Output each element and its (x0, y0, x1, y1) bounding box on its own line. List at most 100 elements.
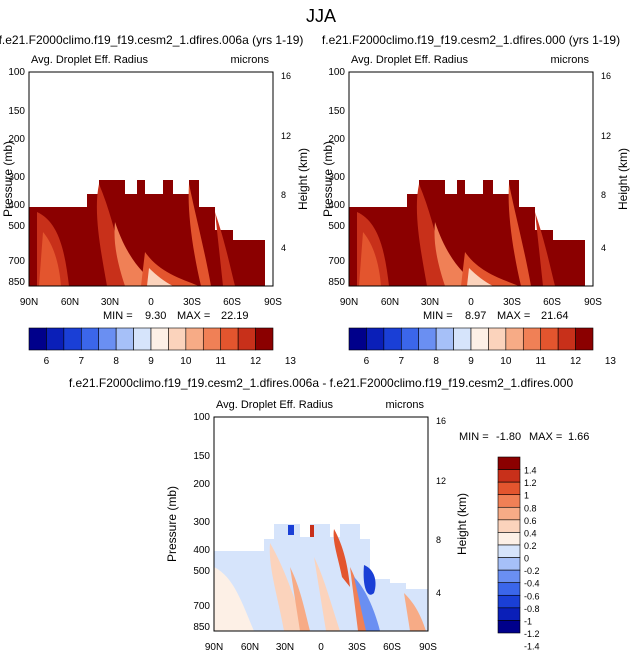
colorbar-swatch (497, 620, 521, 634)
x-tick-label: 90N (205, 642, 223, 653)
y-axis-label: Pressure (mb) (321, 141, 335, 217)
colorbar-swatch (28, 327, 47, 351)
x-tick-label: 30S (503, 297, 521, 308)
panel-units-label: microns (385, 399, 424, 411)
colorbar-label: 0.8 (524, 503, 537, 513)
colorbar-swatch (557, 327, 576, 351)
colorbar-swatch (220, 327, 239, 351)
y-tick-label: 850 (328, 277, 345, 288)
y-ticks: 100 150 200 300 400 500 700 850 (8, 67, 25, 288)
x-tick-label: 60S (543, 297, 561, 308)
plot-frame (28, 71, 274, 287)
colorbar-label: 0.6 (524, 516, 537, 526)
x-ticks: 90N 60N 30N 0 30S 60S 90S (20, 297, 282, 308)
colorbar-swatch (63, 327, 82, 351)
height-tick-label: 12 (601, 131, 611, 141)
field-warm-1 (214, 567, 254, 631)
colorbar-label: 8 (113, 356, 119, 367)
y-ticks-right: 16 12 8 4 (436, 416, 446, 598)
colorbar-label: 11 (536, 356, 547, 367)
colorbar-swatch (400, 327, 420, 351)
field-orange-8 (215, 212, 235, 286)
colorbar-label: 9 (148, 356, 154, 367)
x-tick-label: 60S (383, 642, 401, 653)
colorbar-swatch (255, 327, 274, 351)
max-value: 22.19 (221, 310, 249, 322)
colorbar-swatch (453, 327, 472, 351)
colorbar-swatch (115, 327, 134, 351)
x-tick-label: 90N (340, 297, 358, 308)
y-tick-label: 150 (8, 106, 25, 117)
colorbar: 6 7 8 9 10 11 12 13 (28, 327, 297, 367)
y-tick-label: 400 (328, 200, 345, 211)
x-tick-label: 30S (348, 642, 366, 653)
contour-field (29, 180, 265, 286)
colorbar-label: 13 (605, 356, 617, 367)
height-tick-label: 12 (436, 476, 446, 486)
colorbar-swatch (497, 456, 521, 470)
field-warm-3 (290, 567, 310, 631)
height-tick-label: 4 (281, 243, 286, 253)
x-tick-label: 90N (20, 297, 38, 308)
panel-top-right: f.e21.F2000climo.f19_f19.cesm2_1.dfires.… (321, 33, 630, 367)
y-tick-label: 850 (8, 277, 25, 288)
y-tick-label: 500 (8, 221, 25, 232)
y-tick-label: 500 (328, 221, 345, 232)
plot-frame (348, 71, 594, 287)
colorbar-swatch (348, 327, 367, 351)
colorbar-swatch (497, 532, 521, 546)
colorbar-swatch (575, 327, 594, 351)
max-value: 21.64 (541, 310, 569, 322)
panel-variable-label: Avg. Droplet Eff. Radius (351, 54, 468, 66)
y-tick-label: 100 (193, 412, 210, 423)
contour-field (214, 524, 428, 631)
min-label: MIN = (423, 310, 453, 322)
colorbar-swatch (80, 327, 100, 351)
colorbar-label: 0.2 (524, 541, 537, 551)
colorbar-label: -1 (524, 616, 532, 626)
y-axis-label-right: Height (km) (455, 493, 469, 555)
max-label: MAX = (177, 310, 210, 322)
colorbar-swatch (168, 327, 187, 351)
x-ticks: 90N 60N 30N 0 30S 60S 90S (340, 297, 602, 308)
y-ticks: 100 150 200 300 400 500 700 850 (193, 412, 210, 633)
colorbar-label: 1 (524, 491, 529, 501)
min-max-stats: MIN = 8.97 MAX = 21.64 (423, 310, 569, 322)
min-label: MIN = (459, 431, 489, 443)
y-tick-label: 200 (8, 134, 25, 145)
colorbar-swatch (470, 327, 489, 351)
colorbar-label: -0.2 (524, 566, 540, 576)
colorbar-label: 7 (79, 356, 85, 367)
y-tick-label: 700 (193, 601, 210, 612)
field-warm-7 (404, 593, 426, 631)
colorbar-label: -0.6 (524, 591, 540, 601)
colorbar-label: 6 (44, 356, 50, 367)
height-tick-label: 8 (281, 190, 286, 200)
colorbar-swatch (497, 557, 521, 571)
field-cool-1 (363, 565, 376, 595)
height-tick-label: 8 (601, 190, 606, 200)
y-tick-label: 500 (193, 566, 210, 577)
colorbar-swatch (366, 327, 385, 351)
colorbar-swatch (497, 607, 521, 621)
colorbar-label: -1.4 (524, 642, 540, 652)
y-tick-label: 200 (193, 479, 210, 490)
colorbar-label: 9 (468, 356, 474, 367)
field-cool-2 (354, 577, 380, 631)
colorbar-label: 12 (250, 356, 262, 367)
panel-units-label: microns (550, 54, 589, 66)
y-tick-label: 100 (328, 67, 345, 78)
colorbar-label: 13 (285, 356, 297, 367)
panel-title: f.e21.F2000climo.f19_f19.cesm2_1.dfires.… (0, 33, 303, 47)
colorbar-swatch (488, 327, 507, 351)
min-value: 9.30 (145, 310, 166, 322)
field-base (29, 180, 265, 286)
y-tick-label: 200 (328, 134, 345, 145)
y-tick-label: 700 (8, 256, 25, 267)
x-tick-label: 30S (183, 297, 201, 308)
y-tick-label: 850 (193, 622, 210, 633)
y-ticks-right: 16 12 8 4 (601, 71, 611, 253)
y-axis-label-right: Height (km) (616, 148, 630, 210)
height-tick-label: 4 (436, 588, 441, 598)
y-tick-label: 700 (328, 256, 345, 267)
